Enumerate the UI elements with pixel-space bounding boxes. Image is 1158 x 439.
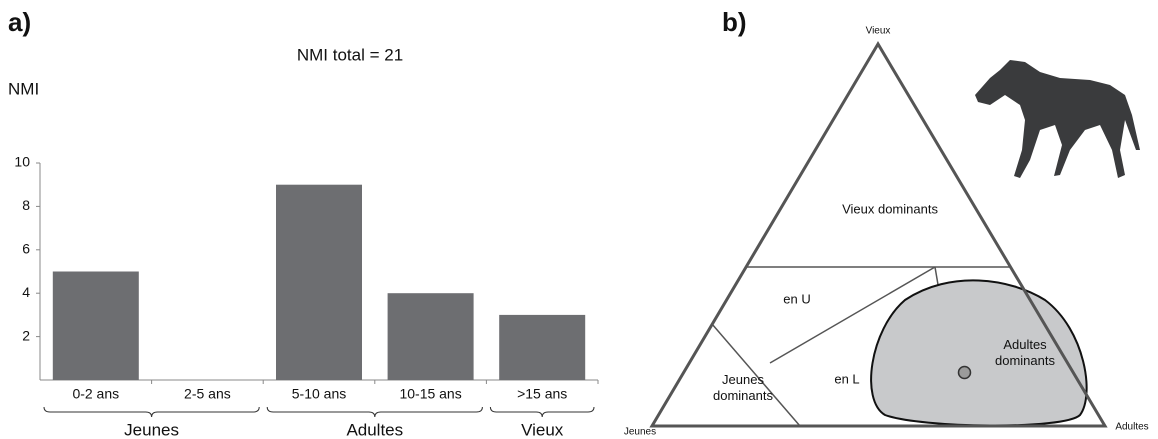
bar: [499, 314, 586, 380]
ternary-point: [957, 365, 972, 380]
panel-label: a): [8, 7, 31, 37]
y-tick-label: 6: [22, 241, 30, 257]
region-label: Adultes dominants: [995, 337, 1055, 368]
chart-title: NMI total = 21: [297, 45, 403, 64]
region-label: en L: [834, 371, 859, 386]
group-label: Adultes: [346, 420, 403, 439]
bar: [276, 184, 362, 380]
x-tick-label: 0-2 ans: [72, 386, 119, 402]
group-label: Vieux: [521, 420, 564, 439]
x-tick-label: >15 ans: [517, 386, 567, 402]
y-tick-label: 2: [22, 327, 30, 343]
adult-dominance-zone: [870, 279, 1088, 427]
group-label: Jeunes: [124, 420, 179, 439]
bar: [387, 293, 474, 380]
panel-label: b): [722, 7, 747, 37]
group-bracket: [43, 406, 260, 418]
region-label: en U: [783, 291, 810, 306]
y-tick-label: 8: [22, 197, 30, 213]
group-bracket: [489, 406, 595, 418]
region-label: Jeunes dominants: [713, 372, 773, 403]
group-bracket: [266, 406, 483, 418]
y-tick-label: 10: [14, 154, 30, 170]
vertex-label: Adultes: [1115, 422, 1148, 433]
vertex-label: Jeunes: [624, 427, 656, 438]
x-tick-label: 2-5 ans: [184, 386, 231, 402]
y-tick-label: 4: [22, 284, 30, 300]
ternary-triangle: [649, 41, 1108, 428]
region-label: Vieux dominants: [842, 201, 938, 216]
vertex-label: Vieux: [866, 26, 891, 37]
x-tick-label: 5-10 ans: [292, 386, 346, 402]
x-tick-label: 10-15 ans: [399, 386, 461, 402]
bar: [52, 271, 139, 380]
horse-icon: [975, 60, 1140, 178]
y-axis-label: NMI: [8, 79, 39, 98]
